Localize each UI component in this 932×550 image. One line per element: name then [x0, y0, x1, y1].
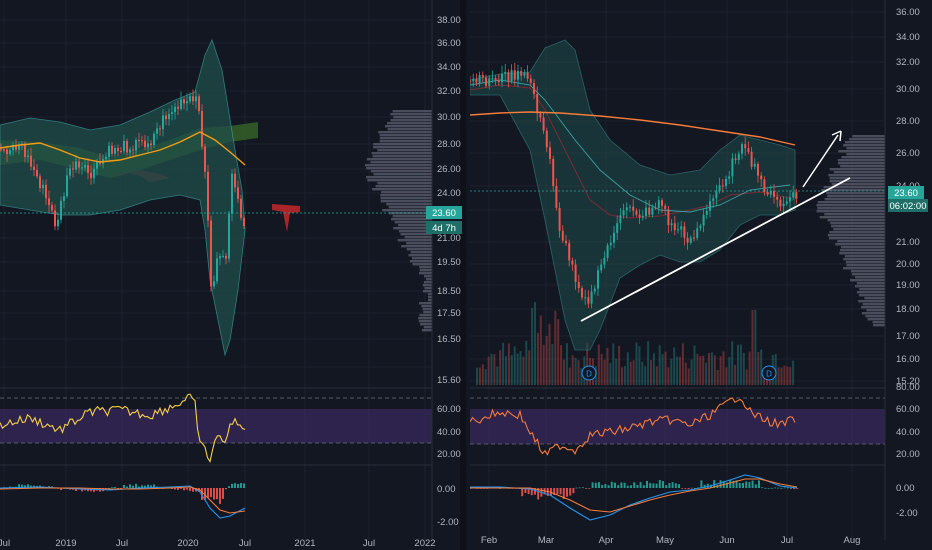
right-dividend-marker-1[interactable]: D [581, 365, 597, 381]
right-macd-axis-label: -2.00 [896, 508, 918, 519]
right-time-axis-label: Jun [719, 535, 734, 546]
right-rsi-axis-label: 60.00 [896, 404, 920, 415]
left-time-axis-label: Jul [0, 538, 10, 549]
right-time-axis-label: Jul [781, 535, 793, 546]
left-price-axis-label: 24.00 [437, 188, 461, 199]
left-macd-line [0, 485, 246, 519]
right-macd-axis-label: 0.00 [896, 483, 915, 494]
left-price-axis-label: 16.50 [437, 334, 461, 345]
right-price-tag-text: 23.60 [894, 188, 918, 199]
left-price-axis-label: 28.00 [437, 139, 461, 150]
left-rsi-axis-label: 60.00 [437, 404, 461, 415]
left-price-axis-label: 17.50 [437, 308, 461, 319]
right-price-axis-label: 18.00 [896, 304, 920, 315]
right-time-axis-label: Aug [844, 535, 861, 546]
left-time-axis-label: 2019 [55, 538, 76, 549]
right-arrow-head [831, 130, 842, 142]
left-chart-panel[interactable] [0, 0, 432, 540]
right-time-axis[interactable]: Feb Mar Apr May Jun Jul Aug [481, 535, 861, 546]
left-countdown-tag-text: 4d 7h [432, 223, 456, 234]
right-price-axis-label: 32.00 [896, 57, 920, 68]
right-time-axis-label: Feb [481, 535, 497, 546]
left-time-axis-label: 2022 [414, 538, 435, 549]
left-price-axis-label: 21.00 [437, 233, 461, 244]
left-rsi-axis-label: 20.00 [437, 449, 461, 460]
right-bollinger-band [470, 39, 796, 351]
right-price-axis-label: 26.00 [896, 148, 920, 159]
left-time-axis-label: Jul [116, 538, 128, 549]
left-macd-axis-label: 0.00 [437, 484, 456, 495]
right-chart-panel[interactable]: D D [469, 0, 885, 540]
right-dividend-marker-2[interactable]: D [761, 365, 777, 381]
right-time-axis-label: May [656, 535, 674, 546]
left-price-axis-label: 34.00 [437, 62, 461, 73]
right-price-axis-label: 21.00 [896, 237, 920, 248]
right-countdown-tag: 06:02:00 [888, 199, 928, 212]
left-moving-average [0, 131, 246, 166]
right-price-axis-label: 16.00 [896, 354, 920, 365]
right-trendline[interactable] [580, 177, 851, 322]
left-price-axis-label: 26.00 [437, 164, 461, 175]
left-macd-signal [0, 486, 246, 514]
right-macd-line [470, 474, 798, 521]
right-rsi-band [470, 409, 885, 444]
left-price-axis-label: 36.00 [437, 38, 461, 49]
right-price-axis-label: 30.00 [896, 84, 920, 95]
left-time-axis-label: Jul [239, 538, 251, 549]
right-rsi-line [470, 397, 796, 456]
right-price-axis-label: 17.00 [896, 331, 920, 342]
left-price-axis-label: 30.00 [437, 112, 461, 123]
right-price-axis-label: 28.00 [896, 116, 920, 127]
right-rsi-axis-label: 80.00 [896, 382, 920, 393]
dividend-marker-2-label: D [766, 370, 772, 379]
right-price-axis-label: 15.20 [896, 376, 920, 387]
left-price-tag: 23.60 [426, 206, 462, 219]
left-price-axis-label: 19.50 [437, 257, 461, 268]
left-future-cloud [272, 204, 300, 232]
right-price-tag: 23.60 [888, 186, 924, 199]
left-candlesticks [0, 89, 245, 292]
dividend-marker-1-label: D [586, 370, 592, 379]
right-bb-mid [470, 79, 791, 213]
left-rsi-line [0, 393, 246, 464]
right-projection-arrow[interactable] [802, 134, 839, 188]
right-countdown-tag-text: 06:02:00 [890, 201, 927, 212]
right-price-axis-label: 20.00 [896, 259, 920, 270]
left-price-axis[interactable]: 38.00 36.00 34.00 32.00 30.00 28.00 26.00 24.00… [437, 15, 461, 528]
left-price-axis-label: 15.60 [437, 375, 461, 386]
right-200-ma [470, 111, 796, 146]
right-rsi-axis-label: 20.00 [896, 449, 920, 460]
left-countdown-tag: 4d 7h [426, 221, 462, 234]
panel-divider[interactable] [460, 0, 466, 550]
left-rsi-axis-label: 40.00 [437, 427, 461, 438]
left-price-axis-label: 32.00 [437, 86, 461, 97]
left-volume-profile [364, 110, 432, 332]
right-price-axis-label: 36.00 [896, 7, 920, 18]
right-price-axis-label: 34.00 [896, 32, 920, 43]
right-time-axis-label: Apr [599, 535, 614, 546]
right-candlesticks [470, 62, 798, 309]
left-price-axis-label: 38.00 [437, 15, 461, 26]
right-price-axis[interactable]: 36.0034.0032.0030.0028.0026.0024.0021.00… [896, 7, 920, 519]
right-bb-basis [470, 84, 791, 219]
right-macd-signal [470, 478, 798, 513]
left-time-axis-label: 2021 [294, 538, 315, 549]
left-price-tag-text: 23.60 [432, 208, 456, 219]
right-time-axis-label: Mar [538, 535, 554, 546]
left-time-axis-label: 2020 [177, 538, 198, 549]
right-volume-bars [476, 302, 795, 385]
right-price-axis-label: 19.00 [896, 280, 920, 291]
left-time-axis-label: Jul [363, 538, 375, 549]
left-price-axis-label: 18.50 [437, 286, 461, 297]
right-volume-profile [816, 135, 885, 327]
right-rsi-axis-label: 40.00 [896, 427, 920, 438]
left-macd-axis-label: -2.00 [437, 517, 459, 528]
left-time-axis[interactable]: Jul 2019 Jul 2020 Jul 2021 Jul 2022 [0, 538, 436, 549]
left-bollinger-band [0, 38, 246, 357]
